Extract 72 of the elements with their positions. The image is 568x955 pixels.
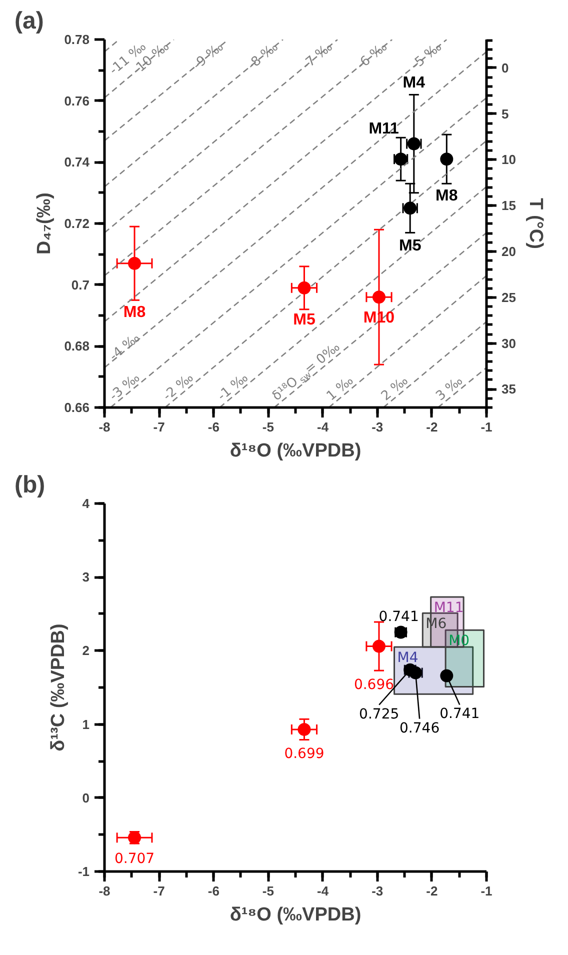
x-tick-label: -8 <box>98 420 110 434</box>
y-tick-label: 3 <box>82 570 90 585</box>
series-label: M11 <box>434 600 464 616</box>
text: 2 ‰ <box>378 373 412 404</box>
y2-tick-label: 20 <box>502 244 516 259</box>
text: 1 ‰ <box>324 373 357 404</box>
x-tick-label: -3 <box>372 420 384 434</box>
y-axis-title: D₄₇(‰) <box>34 192 56 255</box>
point <box>372 290 386 304</box>
y-tick-label: 1 <box>82 716 90 732</box>
annotation: 0.696 <box>354 676 394 693</box>
x-tick-label: -1 <box>480 884 492 898</box>
y2-tick-label: 0 <box>502 60 509 76</box>
x-axis-title: δ¹⁸O (‰VPDB) <box>230 440 362 462</box>
y2-tick-label: 35 <box>502 382 516 397</box>
chart-title: (a) <box>14 8 44 34</box>
y-tick-label: 2 <box>82 643 90 658</box>
x-tick-label: -7 <box>153 420 165 434</box>
point <box>298 281 311 294</box>
x-tick-label: -7 <box>153 884 165 898</box>
series-label: M4 <box>397 650 418 666</box>
x-tick-label: -1 <box>480 420 492 434</box>
annotation: 0.746 <box>400 720 440 736</box>
point <box>440 669 454 682</box>
data-label: M8 <box>123 304 146 321</box>
point <box>440 152 454 166</box>
y-tick-label: 0.72 <box>64 216 90 231</box>
text: -2 ‰ <box>160 370 197 404</box>
y-tick-label: -1 <box>78 864 90 879</box>
point <box>128 256 142 270</box>
annotation: 0.699 <box>284 746 324 762</box>
annotation: 0.741 <box>378 608 419 625</box>
y2-tick-label: 10 <box>502 152 516 168</box>
data-label: M11 <box>368 120 400 138</box>
y2-tick-label: 15 <box>502 198 516 214</box>
y2-tick-label: 25 <box>502 290 516 305</box>
x-tick-label: -2 <box>426 420 438 434</box>
y-tick-label: 0.78 <box>64 32 90 47</box>
y-tick-label: 0.76 <box>64 93 90 108</box>
x-tick-label: -6 <box>208 884 220 898</box>
y2-tick-label: 30 <box>502 336 516 351</box>
text: -3 ‰ <box>106 370 144 404</box>
y2-axis-title: T (°C) <box>524 198 546 249</box>
y-tick-label: 0.74 <box>64 154 90 170</box>
y-tick-label: 4 <box>82 496 90 511</box>
y-tick-label: 0.66 <box>64 400 90 415</box>
x-tick-label: -5 <box>262 884 274 898</box>
x-tick-label: -4 <box>317 420 330 434</box>
y2-tick-label: 5 <box>502 106 509 122</box>
data-label: M5 <box>398 238 422 255</box>
text: -1 ‰ <box>215 370 252 404</box>
point <box>298 722 311 736</box>
annotation: 0.707 <box>114 851 155 868</box>
point <box>372 640 386 653</box>
data-label: M8 <box>436 188 458 205</box>
y-axis-title: δ¹³C (‰VPDB) <box>48 624 69 752</box>
data-label: M5 <box>293 311 316 328</box>
x-tick-label: -4 <box>317 884 330 898</box>
text: 3 ‰ <box>433 374 466 404</box>
annotation: 0.725 <box>359 706 400 722</box>
x-tick-label: -6 <box>208 420 220 434</box>
x-tick-label: -5 <box>262 420 274 434</box>
x-tick-label: -3 <box>372 884 384 898</box>
data-label: M4 <box>402 74 426 92</box>
annotation: 0.741 <box>440 706 480 722</box>
x-tick-label: -2 <box>426 884 438 898</box>
y-tick-label: 0 <box>82 790 90 806</box>
chart-title: (b) <box>14 472 46 498</box>
y-tick-label: 0.68 <box>64 338 90 354</box>
y-tick-label: 0.7 <box>71 277 90 292</box>
x-tick-label: -8 <box>98 884 110 898</box>
x-axis-title: δ¹⁸O (‰VPDB) <box>230 904 362 926</box>
